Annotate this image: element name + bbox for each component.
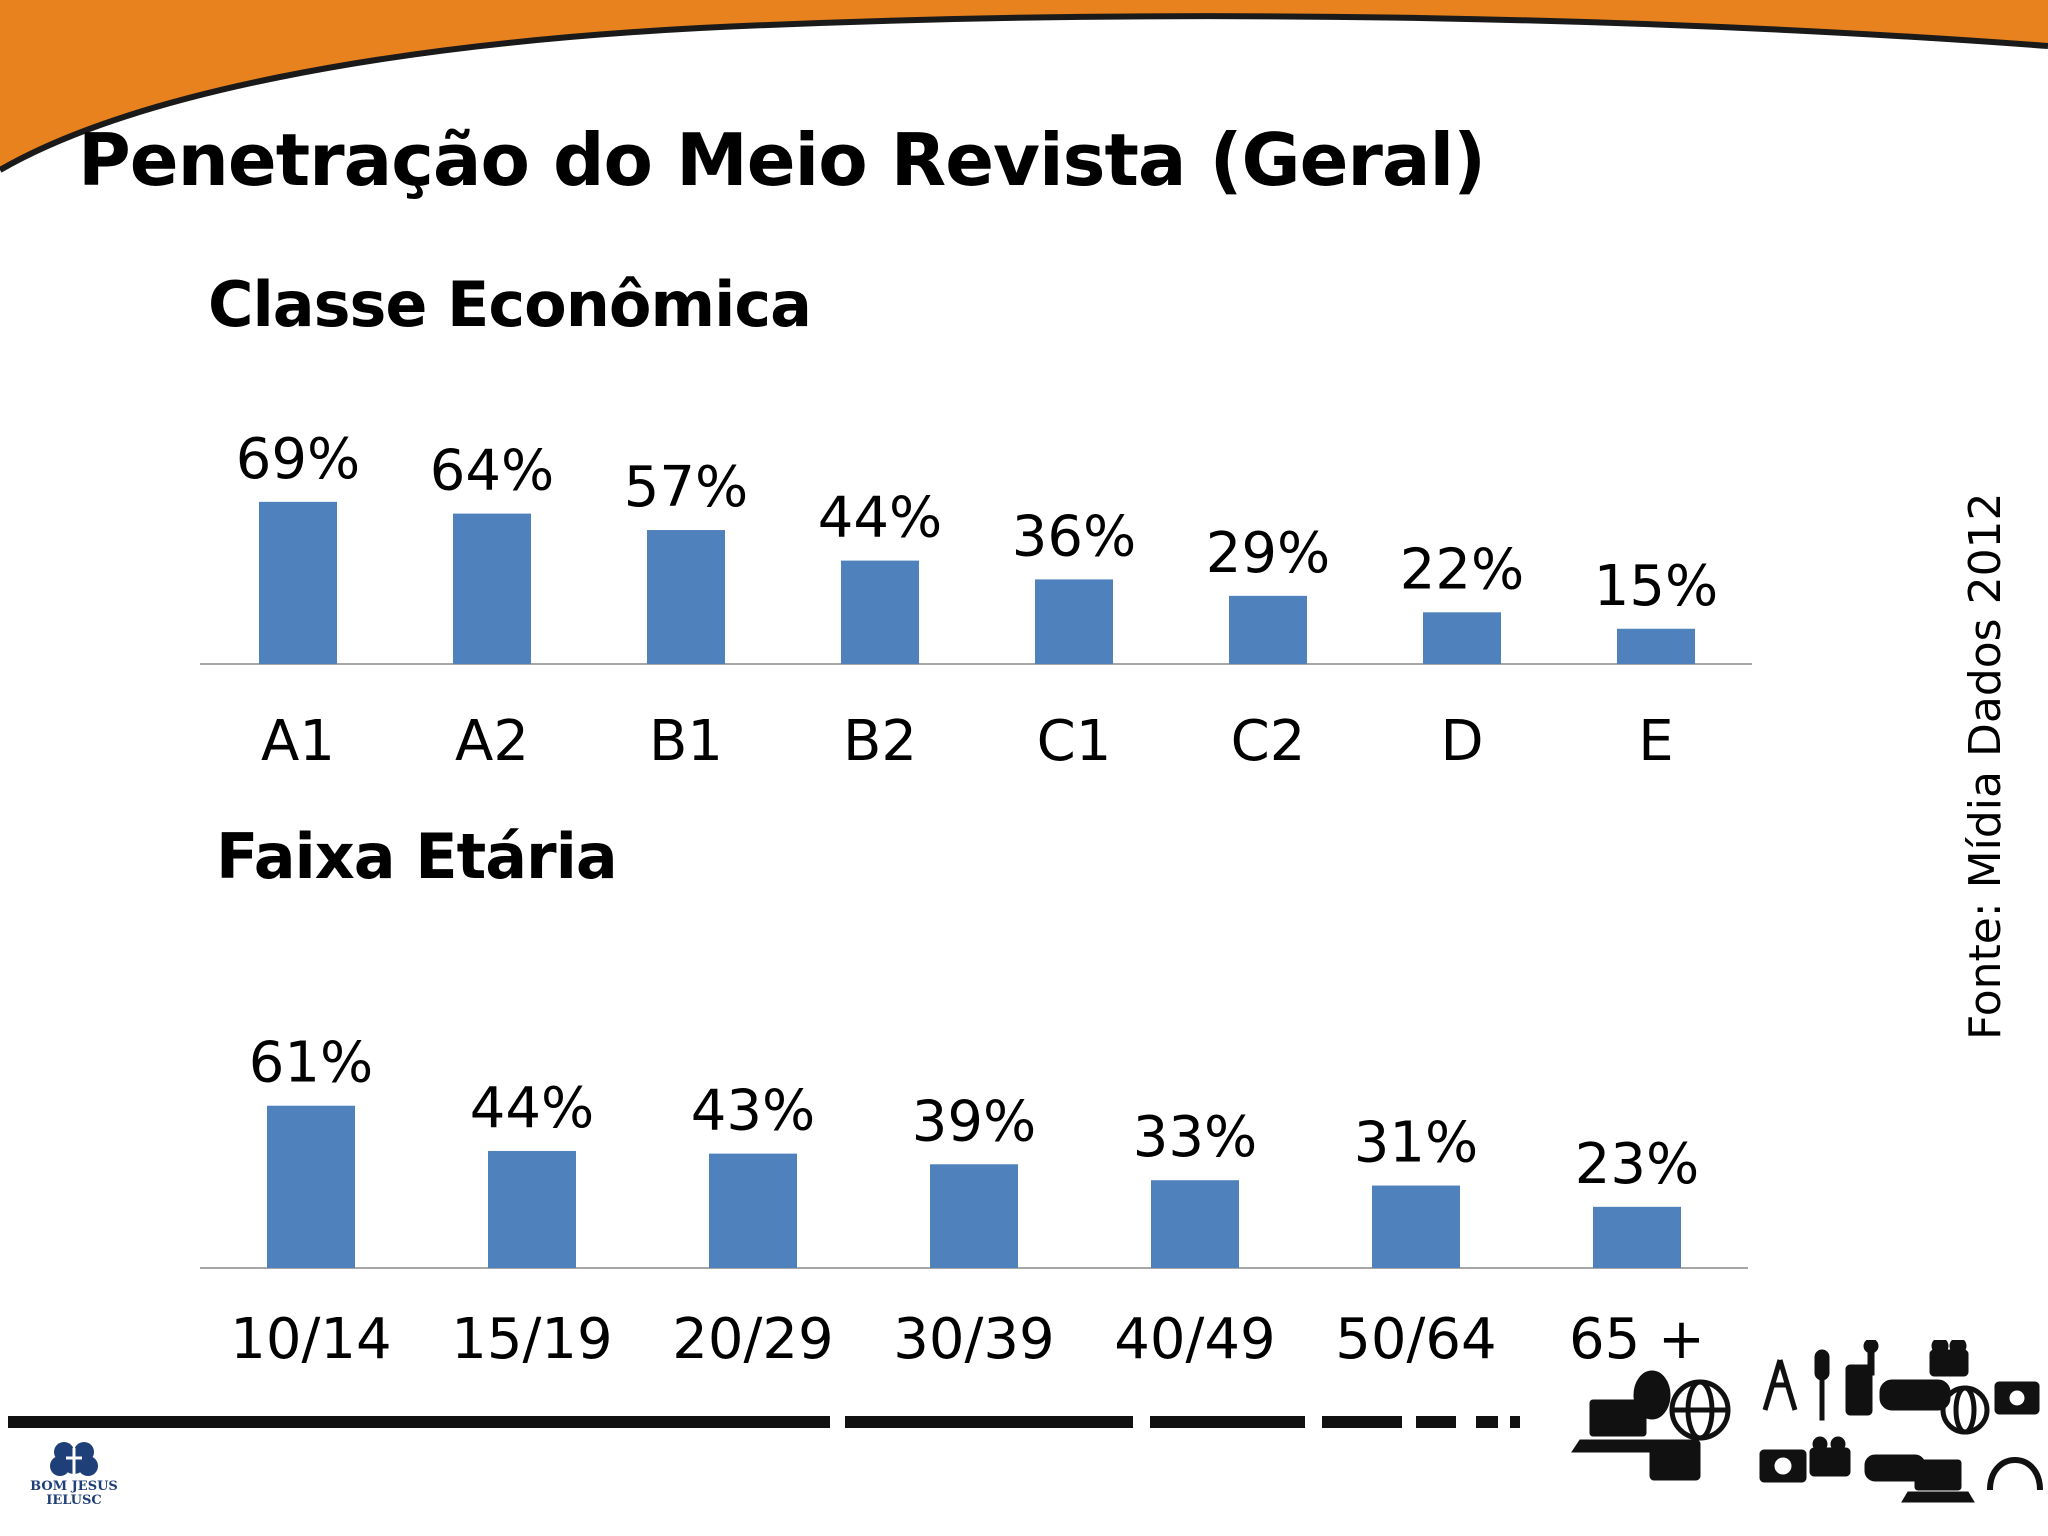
chart-classe-economica: 69% A1 64% A2 57% B1 44% B2 36% C1 29% C2 22% D 15% E bbox=[200, 427, 1752, 774]
antenna-icon bbox=[1762, 1359, 1798, 1411]
bar-a1 bbox=[259, 501, 337, 664]
bar-a2 bbox=[453, 513, 531, 664]
gamepad-icon bbox=[1879, 1379, 1951, 1411]
source-note: Fonte: Mídia Dados 2012 bbox=[1960, 492, 2011, 1040]
headphones-icon bbox=[1987, 1457, 2043, 1491]
section-title-classe: Classe Econômica bbox=[208, 268, 812, 341]
category-label: B1 bbox=[649, 709, 723, 774]
mouse-icon bbox=[1633, 1370, 1671, 1420]
institution-logo: BOM JESUS IELUSC bbox=[24, 1438, 124, 1528]
value-label: 15% bbox=[1594, 554, 1718, 619]
value-label: 43% bbox=[691, 1079, 815, 1144]
bar-40-49 bbox=[1151, 1180, 1239, 1268]
value-label: 44% bbox=[818, 486, 942, 551]
video-camera-icon-2 bbox=[1809, 1436, 1851, 1477]
value-label: 64% bbox=[430, 439, 554, 504]
slide-title: Penetração do Meio Revista (Geral) bbox=[78, 118, 1486, 202]
category-label: E bbox=[1638, 709, 1673, 774]
bar-b1 bbox=[647, 530, 725, 664]
microphone-icon bbox=[1814, 1349, 1830, 1421]
value-label: 57% bbox=[624, 455, 748, 520]
bar-e bbox=[1617, 628, 1695, 664]
bar-15-19 bbox=[488, 1150, 576, 1268]
tv-icon bbox=[1649, 1439, 1701, 1481]
value-label: 61% bbox=[249, 1031, 373, 1096]
value-label: 29% bbox=[1206, 521, 1330, 586]
logo-text-line2: IELUSC bbox=[46, 1493, 102, 1508]
bar-20-29 bbox=[709, 1153, 797, 1268]
bar-30-39 bbox=[930, 1164, 1018, 1268]
value-label: 36% bbox=[1012, 504, 1136, 569]
logo-text-line1: BOM JESUS bbox=[30, 1479, 118, 1494]
joystick-icon bbox=[1863, 1340, 1879, 1376]
category-label: C2 bbox=[1231, 709, 1306, 774]
category-label: 50/64 bbox=[1335, 1307, 1496, 1372]
logo-emblem bbox=[50, 1442, 98, 1476]
category-label: B2 bbox=[843, 709, 917, 774]
category-label: A2 bbox=[455, 709, 529, 774]
value-label: 39% bbox=[912, 1089, 1036, 1154]
value-label: 44% bbox=[470, 1076, 594, 1141]
value-label: 22% bbox=[1400, 537, 1524, 602]
laptop-icon-2 bbox=[1901, 1459, 1975, 1503]
value-label: 31% bbox=[1354, 1111, 1478, 1176]
bar-d bbox=[1423, 612, 1501, 664]
section-title-faixa: Faixa Etária bbox=[216, 820, 618, 893]
bar-c2 bbox=[1229, 595, 1307, 664]
laptop-icon bbox=[1571, 1399, 1665, 1453]
category-label: 15/19 bbox=[451, 1307, 612, 1372]
value-label: 23% bbox=[1575, 1132, 1699, 1197]
category-label: D bbox=[1440, 709, 1483, 774]
category-label: 10/14 bbox=[230, 1307, 391, 1372]
category-label: 30/39 bbox=[893, 1307, 1054, 1372]
bar-50-64 bbox=[1372, 1185, 1460, 1268]
category-label: 40/49 bbox=[1114, 1307, 1275, 1372]
video-camera-icon bbox=[1929, 1340, 1969, 1377]
value-label: 33% bbox=[1133, 1105, 1257, 1170]
category-label: C1 bbox=[1037, 709, 1112, 774]
bar-65 bbox=[1593, 1206, 1681, 1268]
bar-b2 bbox=[841, 560, 919, 664]
camera-icon-2 bbox=[1994, 1381, 2040, 1415]
camera-icon bbox=[1759, 1449, 1807, 1483]
category-label: 20/29 bbox=[672, 1307, 833, 1372]
phone-icon bbox=[1845, 1364, 1873, 1416]
bar-10-14 bbox=[267, 1105, 355, 1268]
chart-faixa-etaria: 61% 10/14 44% 15/19 43% 20/29 39% 30/39 33% 40/49… bbox=[200, 1031, 1748, 1372]
category-label: A1 bbox=[261, 709, 335, 774]
header-swoosh bbox=[0, 0, 2048, 173]
globe-icon bbox=[1669, 1379, 1731, 1441]
media-icons-collage bbox=[1571, 1340, 2043, 1503]
globe-icon-2 bbox=[1940, 1385, 1990, 1435]
category-label: 65 + bbox=[1569, 1307, 1705, 1372]
value-label: 69% bbox=[236, 427, 360, 492]
bar-c1 bbox=[1035, 579, 1113, 664]
footer-rule bbox=[8, 1416, 1520, 1428]
